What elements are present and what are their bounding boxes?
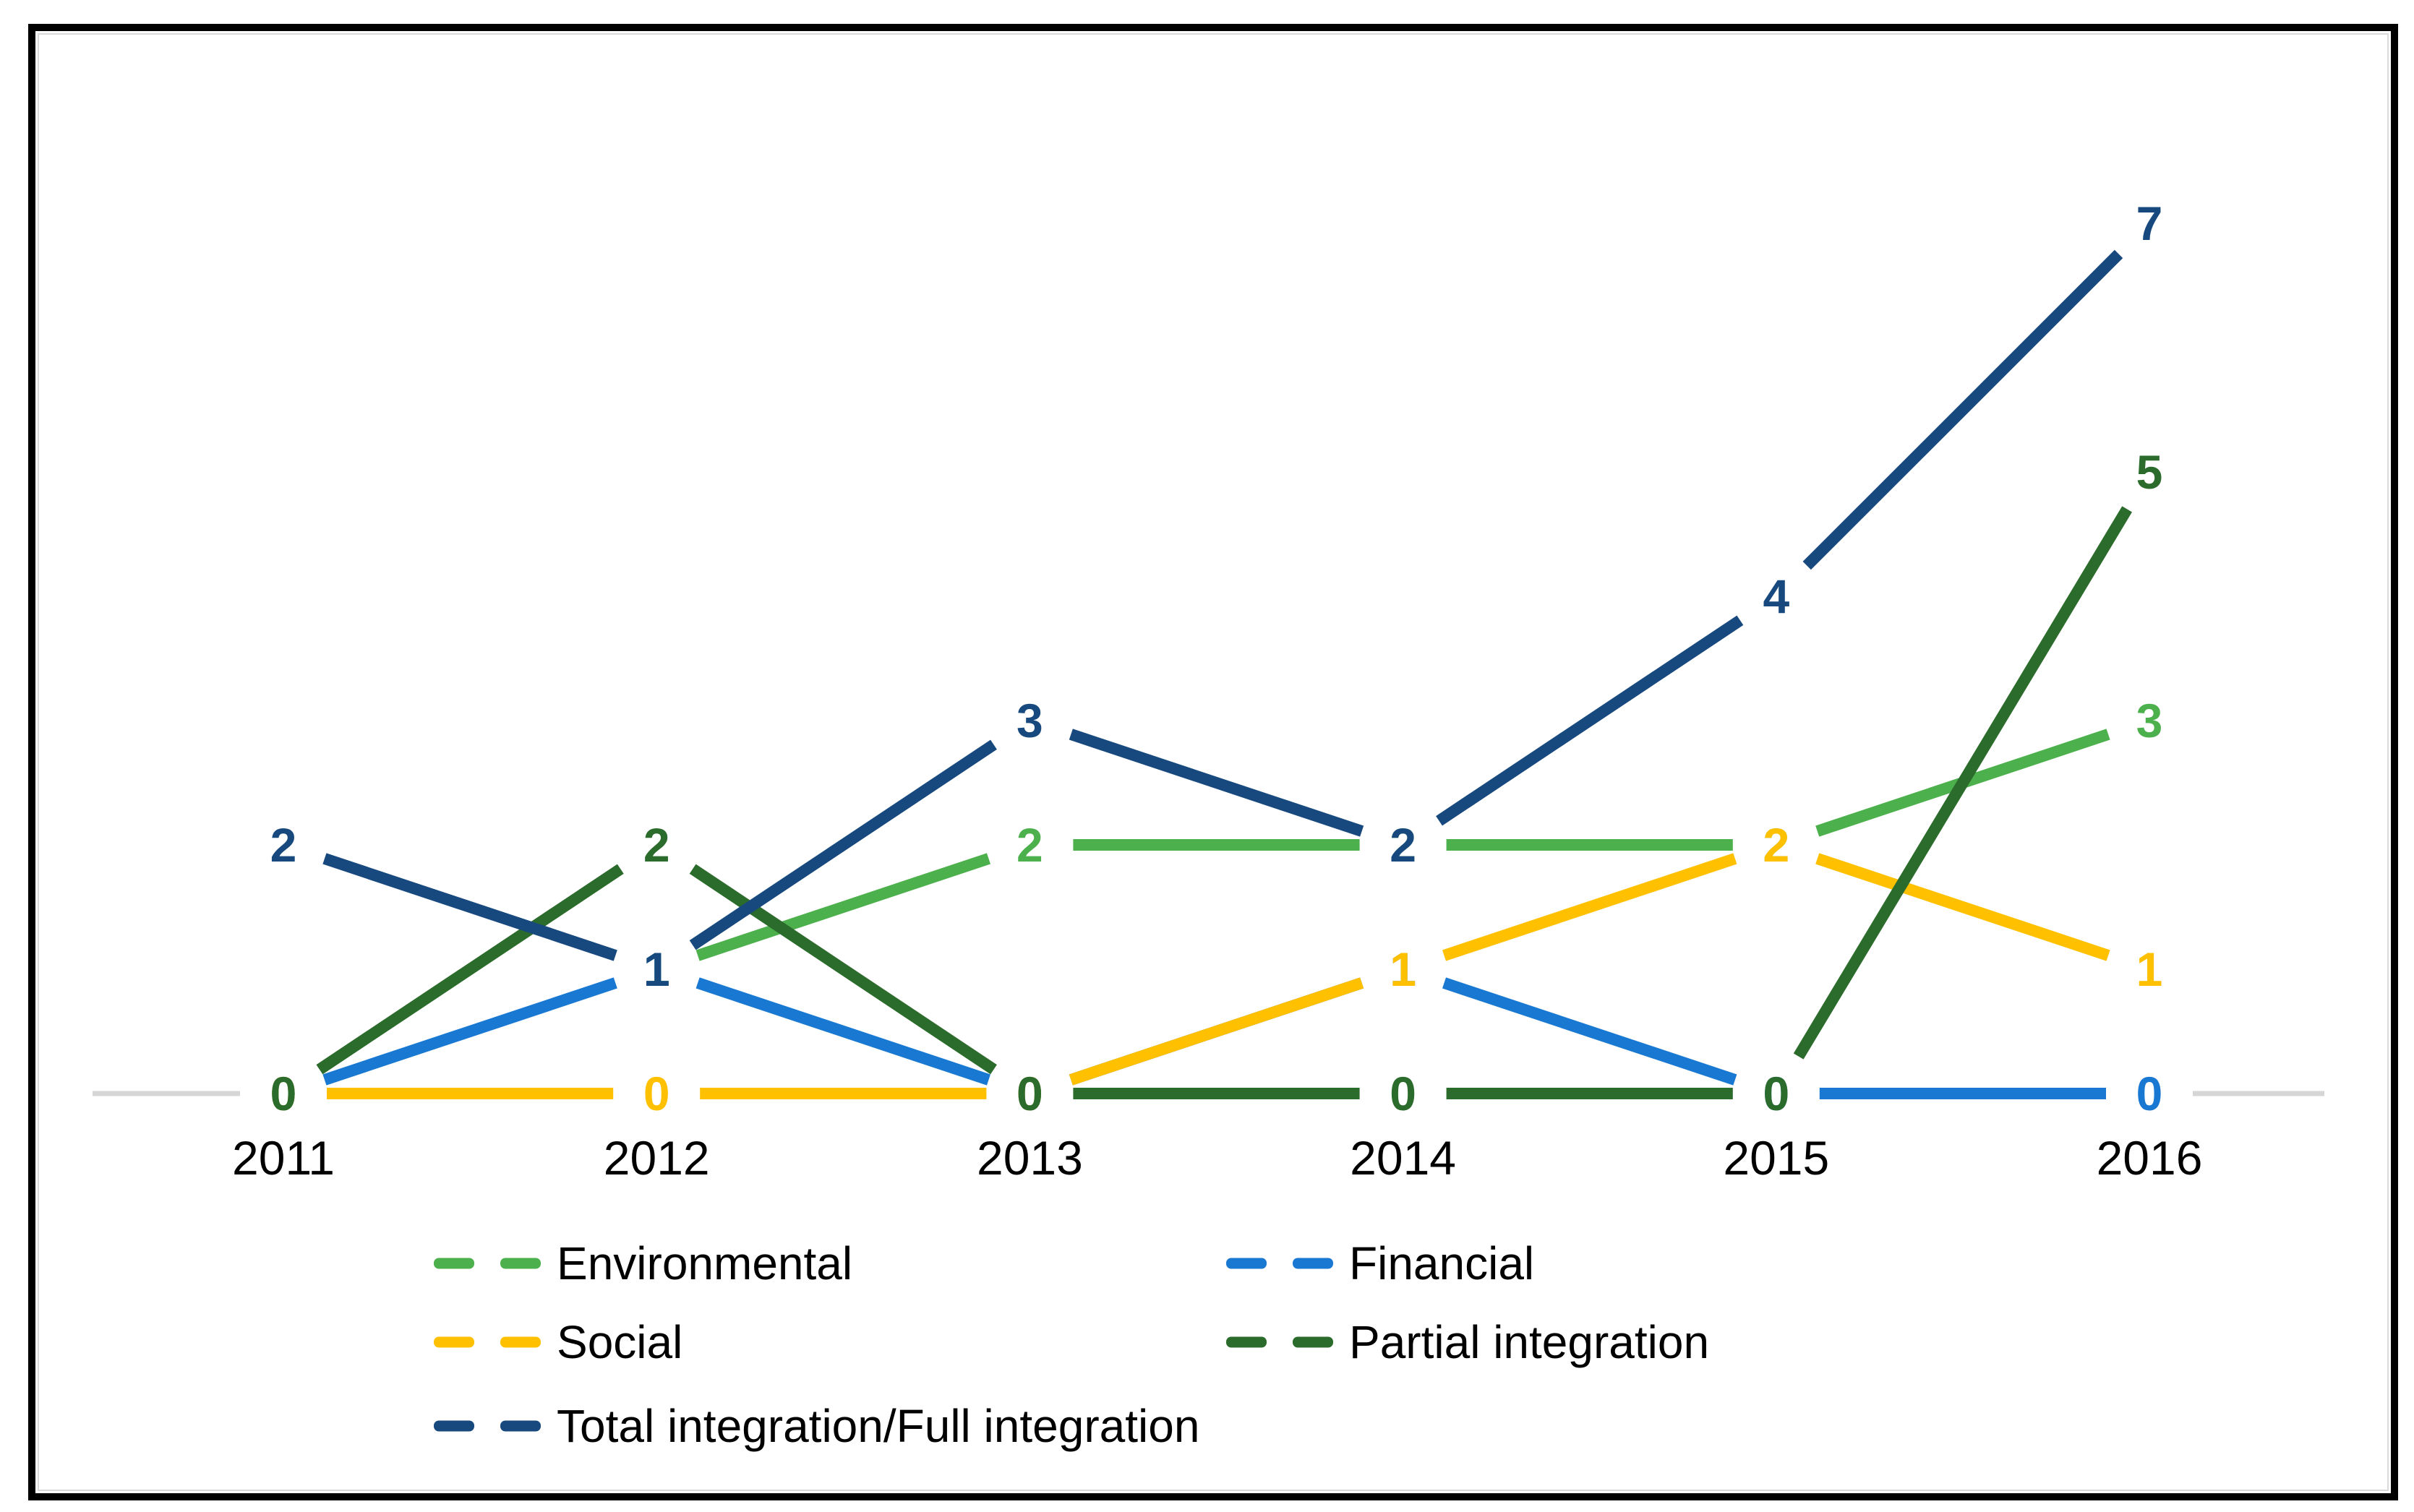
legend-label: Partial integration [1349, 1316, 1709, 1368]
inner-border-line [38, 33, 2389, 1491]
series-segment-financial [695, 977, 991, 1086]
series-segment-social [1069, 977, 1364, 1086]
data-label-social-2011: 0 [270, 1067, 297, 1120]
data-label-environmental-2015: 2 [1763, 818, 1789, 872]
data-label-social-2012: 0 [643, 1067, 670, 1120]
legend-label: Total integration/Full integration [557, 1400, 1199, 1452]
legend-marker-partial-integration [1293, 1336, 1333, 1348]
x-tick-labels: 2011 2012 2013 2014 2015 2016 [232, 1131, 2202, 1185]
data-label-social-2015: 2 [1763, 818, 1789, 872]
series-segment-partial-integration [1793, 506, 2132, 1060]
x-tick-label: 2012 [604, 1131, 710, 1185]
legend-marker-financial [1293, 1258, 1333, 1269]
data-label-environmental-2016: 3 [2136, 694, 2163, 747]
legend-item-partial-integration: Partial integration [1226, 1316, 1709, 1368]
data-label-social-2016: 1 [2136, 942, 2163, 996]
data-label-environmental-2012: 1 [643, 942, 670, 996]
series-segment-total-integration-full-integration [1069, 729, 1364, 837]
data-label-social-2013: 0 [1016, 1067, 1043, 1120]
legend-marker-social [434, 1336, 474, 1348]
legend-marker-total-integration-full-integration [434, 1420, 474, 1432]
legend-marker-total-integration-full-integration [500, 1420, 541, 1432]
series-segment-financial [322, 977, 617, 1086]
legend-label: Financial [1349, 1237, 1534, 1289]
series-partial-integration [316, 506, 2132, 1099]
x-tick-label: 2014 [1350, 1131, 1456, 1185]
data-label-financial-2014: 1 [1390, 942, 1416, 996]
data-label-partial-integration-2015: 0 [1763, 1067, 1789, 1120]
legend-label: Environmental [557, 1237, 852, 1289]
data-label-total-integration-full-integration-2015: 4 [1763, 570, 1789, 623]
data-label-total-integration-full-integration-2012: 1 [643, 942, 670, 996]
series-segment-partial-integration [689, 864, 997, 1075]
legend-marker-environmental [434, 1258, 474, 1269]
series-lines [316, 249, 2132, 1099]
series-segment-social [1815, 853, 2110, 961]
series-total-integration-full-integration [322, 249, 2123, 961]
x-tick-label: 2011 [232, 1131, 335, 1185]
legend-marker-partial-integration [1226, 1336, 1267, 1348]
legend-marker-environmental [500, 1258, 541, 1269]
data-label-partial-integration-2011: 0 [270, 1067, 297, 1120]
x-tick-label: 2016 [2097, 1131, 2203, 1185]
data-label-partial-integration-2012: 2 [643, 818, 670, 872]
series-segment-total-integration-full-integration [322, 853, 617, 961]
data-label-total-integration-full-integration-2016: 7 [2136, 197, 2163, 250]
legend-item-total-integration-full-integration: Total integration/Full integration [434, 1400, 1199, 1452]
legend-item-social: Social [434, 1316, 682, 1368]
legend-item-financial: Financial [1226, 1237, 1534, 1289]
data-label-partial-integration-2014: 0 [1390, 1067, 1416, 1120]
data-label-total-integration-full-integration-2014: 2 [1390, 818, 1416, 872]
data-label-partial-integration-2013: 0 [1016, 1067, 1043, 1120]
legend: Environmental Social Total integration/Ful… [434, 1237, 1709, 1452]
data-label-environmental-2013: 2 [1016, 818, 1043, 872]
data-label-financial-2012: 1 [643, 942, 670, 996]
data-label-financial-2016: 0 [2136, 1067, 2163, 1120]
data-label-financial-2015: 0 [1763, 1067, 1789, 1120]
legend-marker-financial [1226, 1258, 1267, 1269]
outer-border [28, 24, 2398, 1500]
series-segment-total-integration-full-integration [1802, 249, 2123, 570]
series-social [327, 853, 2110, 1099]
x-tick-label: 2013 [977, 1131, 1083, 1185]
data-label-environmental-2014: 2 [1390, 818, 1416, 872]
legend-marker-social [500, 1336, 541, 1348]
data-label-financial-2013: 0 [1016, 1067, 1043, 1120]
data-label-total-integration-full-integration-2011: 2 [270, 818, 297, 872]
series-segment-financial [1442, 977, 1737, 1086]
legend-label: Social [557, 1316, 682, 1368]
data-label-social-2014: 1 [1390, 942, 1416, 996]
series-segment-total-integration-full-integration [1436, 615, 1744, 826]
data-label-partial-integration-2016: 5 [2136, 445, 2163, 499]
series-segment-partial-integration [316, 864, 624, 1075]
series-segment-total-integration-full-integration [689, 739, 997, 950]
legend-item-environmental: Environmental [434, 1237, 852, 1289]
series-segment-social [1442, 853, 1737, 961]
x-tick-label: 2015 [1723, 1131, 1829, 1185]
series-segment-environmental [695, 853, 991, 961]
data-label-total-integration-full-integration-2013: 3 [1016, 694, 1043, 747]
data-label-financial-2011: 0 [270, 1067, 297, 1120]
